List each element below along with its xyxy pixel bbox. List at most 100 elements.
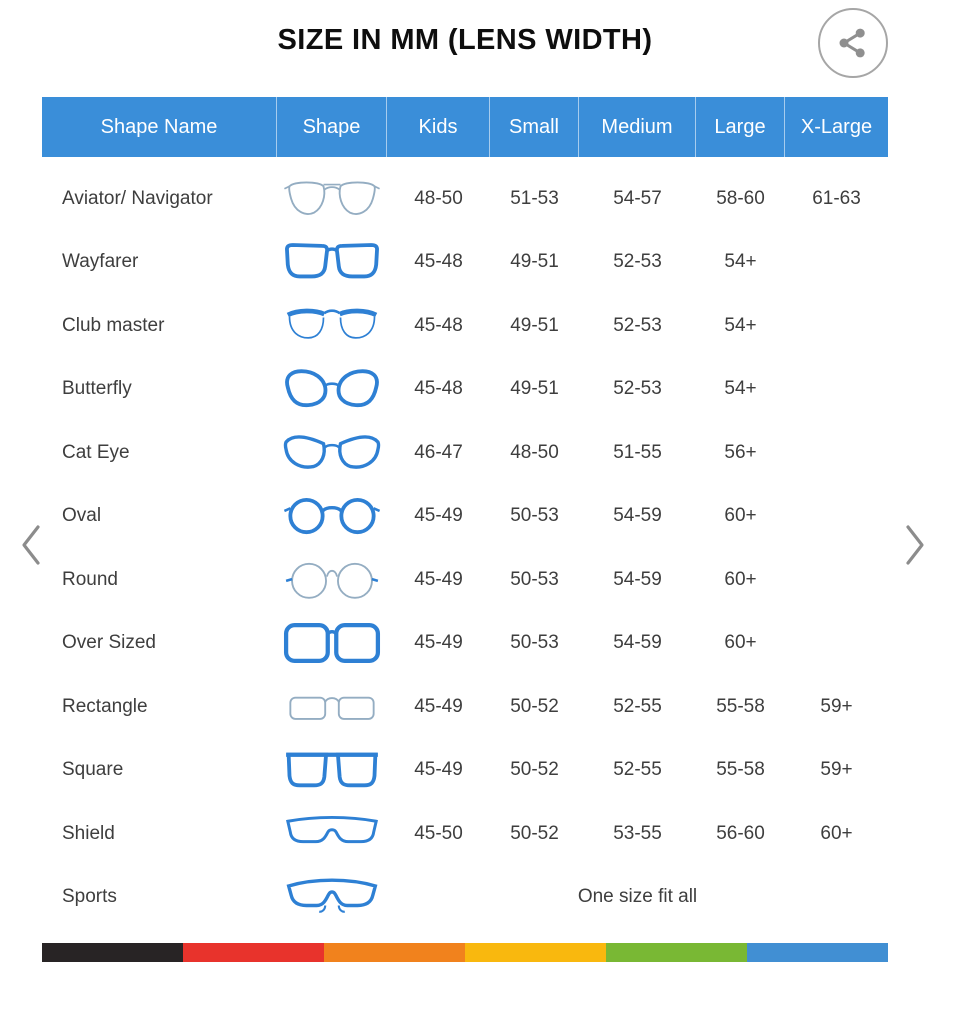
sports-glasses-icon: [277, 871, 387, 923]
size-value: 56+: [724, 441, 757, 463]
square-glasses-icon: [277, 744, 387, 796]
size-value: 45-50: [414, 822, 463, 844]
aviator-glasses-icon: [277, 173, 387, 225]
size-value: 49-51: [510, 378, 559, 400]
shape-name-label: Round: [62, 568, 118, 590]
column-header-medium: Medium: [579, 97, 696, 157]
size-value: 54+: [724, 314, 757, 336]
footer-stripe-segment: [183, 943, 324, 962]
size-value: 49-51: [510, 251, 559, 273]
round-glasses-icon: [277, 554, 387, 606]
wayfarer-glasses-icon: [277, 236, 387, 288]
size-value: 52-53: [613, 378, 662, 400]
shape-name-label: Oval: [62, 505, 102, 527]
one-size-label: One size fit all: [577, 886, 698, 908]
column-header-small: Small: [490, 97, 579, 157]
chevron-right-icon: [906, 525, 924, 565]
size-value: 52-55: [613, 695, 662, 717]
butterfly-glasses-icon: [277, 363, 387, 415]
size-value: 54+: [724, 251, 757, 273]
size-value: 45-49: [414, 695, 463, 717]
share-icon: [839, 28, 865, 58]
size-value: 45-49: [414, 759, 463, 781]
size-value: 50-53: [510, 632, 559, 654]
share-button[interactable]: [818, 8, 888, 78]
size-value: 50-52: [510, 759, 559, 781]
size-value: 48-50: [414, 187, 463, 209]
size-value: 56-60: [716, 822, 765, 844]
table-row: Cat Eye 46-47 48-50 51-55 56+: [42, 421, 888, 485]
page-title: SIZE IN MM (LENS WIDTH): [277, 24, 653, 56]
size-value: 45-48: [414, 251, 463, 273]
footer-color-stripe: [42, 943, 888, 962]
size-value: 51-55: [613, 441, 662, 463]
footer-stripe-segment: [747, 943, 888, 962]
table-row: Rectangle 45-49 50-52 52-55 55-58 59+: [42, 675, 888, 739]
shape-name-label: Cat Eye: [62, 441, 130, 463]
size-value: 51-53: [510, 187, 559, 209]
size-value: 45-49: [414, 505, 463, 527]
size-value: 60+: [724, 632, 757, 654]
size-value: 59+: [820, 695, 853, 717]
shape-name-label: Over Sized: [62, 632, 156, 654]
table-row: Aviator/ Navigator 48-50 51-53 54-57 58-60 61…: [42, 167, 888, 231]
size-value: 54-57: [613, 187, 662, 209]
size-value: 45-48: [414, 314, 463, 336]
table-row: Club master 45-48 49-51 52-53 54+: [42, 294, 888, 358]
column-header-large: Large: [696, 97, 785, 157]
footer-stripe-segment: [324, 943, 465, 962]
shape-name-label: Wayfarer: [62, 251, 139, 273]
size-value: 45-49: [414, 632, 463, 654]
shield-glasses-icon: [277, 808, 387, 860]
size-value: 50-53: [510, 568, 559, 590]
shape-name-label: Rectangle: [62, 695, 148, 717]
footer-stripe-segment: [465, 943, 606, 962]
size-value: 52-53: [613, 314, 662, 336]
table-row: Wayfarer 45-48 49-51 52-53 54+: [42, 231, 888, 295]
size-value: 59+: [820, 759, 853, 781]
size-value: 45-49: [414, 568, 463, 590]
table-row: Butterfly 45-48 49-51 52-53 54+: [42, 358, 888, 422]
footer-stripe-segment: [606, 943, 747, 962]
size-value: 50-52: [510, 822, 559, 844]
chevron-left-icon: [22, 525, 40, 565]
size-value: 54-59: [613, 568, 662, 590]
carousel-prev-button[interactable]: [8, 516, 54, 574]
size-value: 53-55: [613, 822, 662, 844]
size-value: 50-53: [510, 505, 559, 527]
oval-glasses-icon: [277, 490, 387, 542]
size-value: 48-50: [510, 441, 559, 463]
table-row: Shield 45-50 50-52 53-55 56-60 60+: [42, 802, 888, 866]
size-value: 54-59: [613, 505, 662, 527]
shape-name-label: Shield: [62, 822, 115, 844]
shape-name-label: Sports: [62, 886, 117, 908]
size-value: 52-55: [613, 759, 662, 781]
shape-name-label: Club master: [62, 314, 165, 336]
oversized-glasses-icon: [277, 617, 387, 669]
column-header-kids: Kids: [387, 97, 490, 157]
size-table: Aviator/ Navigator 48-50 51-53 54-57 58-60 61…: [42, 167, 888, 929]
size-value: 52-53: [613, 251, 662, 273]
size-value: 60+: [724, 568, 757, 590]
table-row: Sports One size fit all: [42, 866, 888, 930]
column-header-shape: Shape: [277, 97, 387, 157]
size-value: 50-52: [510, 695, 559, 717]
carousel-next-button[interactable]: [892, 516, 938, 574]
table-row: Over Sized 45-49 50-53 54-59 60+: [42, 612, 888, 676]
table-header-row: Shape Name Shape Kids Small Medium Large X-Lar…: [42, 97, 888, 157]
size-value: 60+: [820, 822, 853, 844]
size-value: 55-58: [716, 695, 765, 717]
table-row: Square 45-49 50-52 52-55 55-58 59+: [42, 739, 888, 803]
clubmaster-glasses-icon: [277, 300, 387, 352]
size-value: 60+: [724, 505, 757, 527]
shape-name-label: Butterfly: [62, 378, 132, 400]
size-value: 54+: [724, 378, 757, 400]
size-value: 45-48: [414, 378, 463, 400]
size-value: 58-60: [716, 187, 765, 209]
table-row: Oval 45-49 50-53 54-59 60+: [42, 485, 888, 549]
shape-name-label: Square: [62, 759, 124, 781]
table-row: Round 45-49 50-53 54-59 60+: [42, 548, 888, 612]
footer-stripe-segment: [42, 943, 183, 962]
shape-name-label: Aviator/ Navigator: [62, 187, 213, 209]
